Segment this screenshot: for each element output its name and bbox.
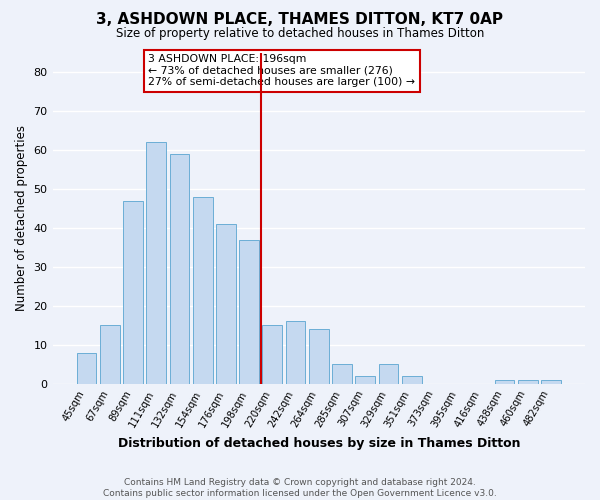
Bar [100,326,119,384]
Bar [332,364,352,384]
Bar [146,142,166,384]
Bar [494,380,514,384]
Bar [309,330,329,384]
Bar [402,376,422,384]
Bar [355,376,375,384]
Y-axis label: Number of detached properties: Number of detached properties [15,125,28,311]
Bar [379,364,398,384]
X-axis label: Distribution of detached houses by size in Thames Ditton: Distribution of detached houses by size … [118,437,520,450]
Bar [286,322,305,384]
Bar [541,380,561,384]
Bar [193,196,212,384]
Bar [123,200,143,384]
Text: Size of property relative to detached houses in Thames Ditton: Size of property relative to detached ho… [116,26,484,40]
Bar [239,240,259,384]
Text: Contains HM Land Registry data © Crown copyright and database right 2024.
Contai: Contains HM Land Registry data © Crown c… [103,478,497,498]
Bar [77,352,97,384]
Text: 3 ASHDOWN PLACE: 196sqm
← 73% of detached houses are smaller (276)
27% of semi-d: 3 ASHDOWN PLACE: 196sqm ← 73% of detache… [148,54,415,88]
Text: 3, ASHDOWN PLACE, THAMES DITTON, KT7 0AP: 3, ASHDOWN PLACE, THAMES DITTON, KT7 0AP [97,12,503,28]
Bar [518,380,538,384]
Bar [216,224,236,384]
Bar [262,326,282,384]
Bar [170,154,190,384]
